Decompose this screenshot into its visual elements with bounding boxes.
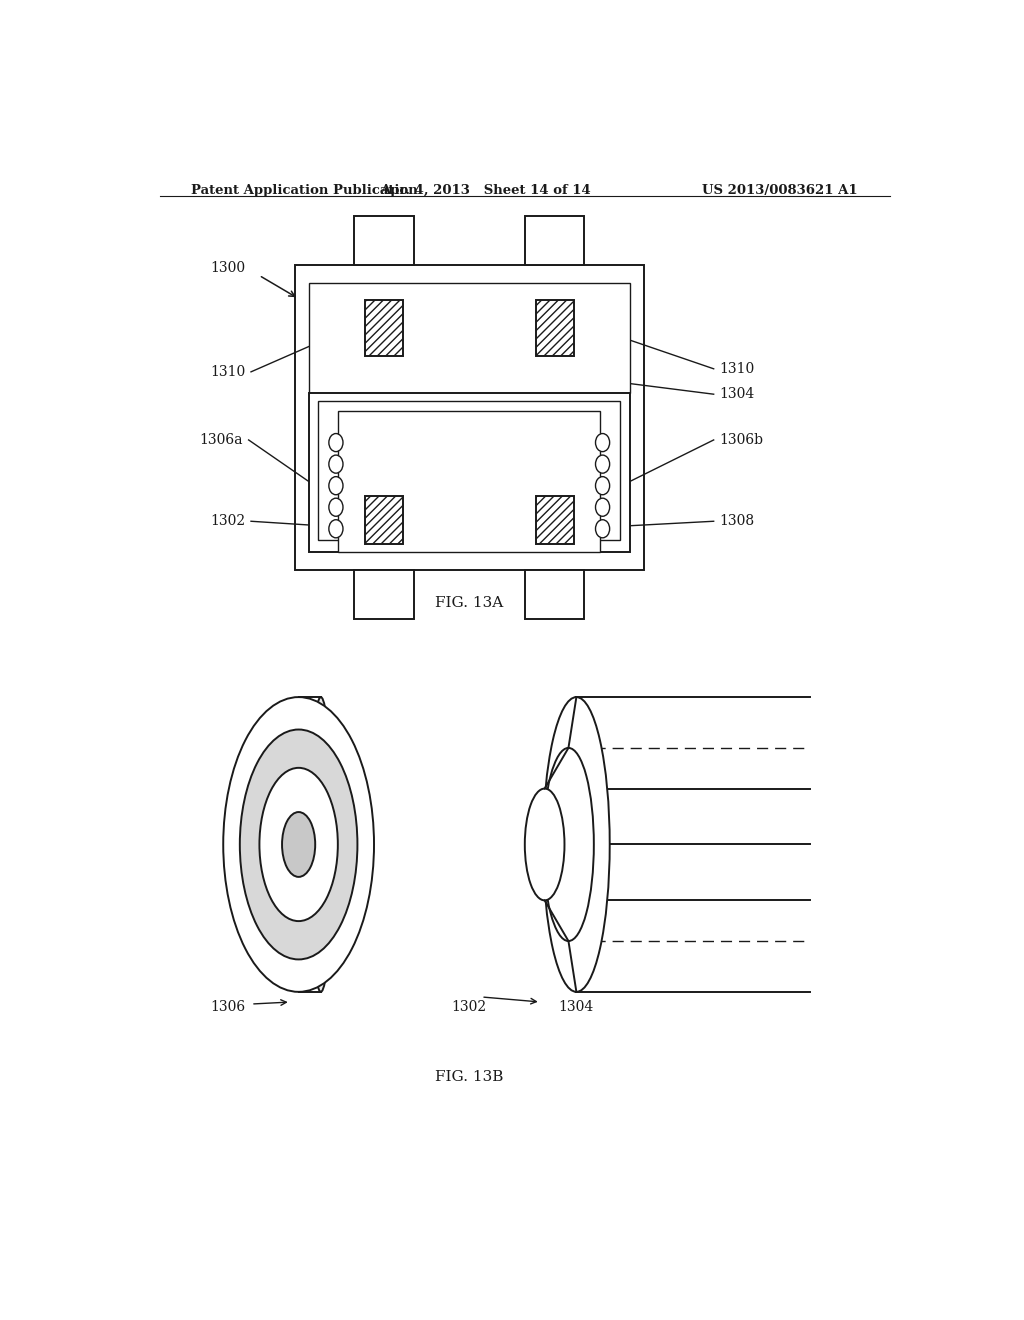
- Circle shape: [329, 520, 343, 537]
- Text: 1310: 1310: [210, 364, 246, 379]
- Text: 1310: 1310: [719, 362, 755, 376]
- Circle shape: [329, 498, 343, 516]
- Circle shape: [329, 455, 343, 473]
- Text: 1302: 1302: [210, 515, 246, 528]
- Text: Patent Application Publication: Patent Application Publication: [191, 183, 418, 197]
- Text: 1300: 1300: [210, 261, 246, 275]
- Text: 1306b: 1306b: [719, 433, 763, 447]
- Bar: [338, 412, 600, 552]
- Circle shape: [329, 433, 343, 451]
- Ellipse shape: [259, 768, 338, 921]
- Circle shape: [596, 455, 609, 473]
- Ellipse shape: [240, 730, 357, 960]
- Text: Apr. 4, 2013   Sheet 14 of 14: Apr. 4, 2013 Sheet 14 of 14: [380, 183, 591, 197]
- Ellipse shape: [543, 697, 609, 991]
- Bar: [309, 393, 630, 552]
- Circle shape: [596, 498, 609, 516]
- Ellipse shape: [543, 748, 594, 941]
- Bar: [536, 496, 573, 544]
- Text: 1304: 1304: [719, 387, 755, 401]
- Text: 1306: 1306: [210, 1001, 246, 1014]
- Circle shape: [596, 520, 609, 537]
- Ellipse shape: [223, 697, 374, 991]
- Circle shape: [329, 477, 343, 495]
- Circle shape: [596, 477, 609, 495]
- Bar: [365, 300, 403, 356]
- Text: FIG. 13A: FIG. 13A: [435, 595, 504, 610]
- Bar: [354, 216, 414, 265]
- Ellipse shape: [309, 697, 332, 991]
- Circle shape: [596, 433, 609, 451]
- Bar: [365, 496, 403, 544]
- Bar: [525, 570, 585, 619]
- Text: 1304: 1304: [559, 1001, 594, 1014]
- Text: FIG. 13B: FIG. 13B: [435, 1071, 504, 1084]
- Text: 1306a: 1306a: [200, 433, 243, 447]
- Bar: [295, 265, 644, 570]
- Bar: [525, 216, 585, 265]
- Bar: [536, 300, 573, 356]
- Ellipse shape: [524, 788, 564, 900]
- Ellipse shape: [282, 812, 315, 876]
- Text: US 2013/0083621 A1: US 2013/0083621 A1: [702, 183, 858, 197]
- Text: 1308: 1308: [719, 515, 755, 528]
- Bar: [318, 401, 621, 540]
- Bar: [309, 284, 630, 393]
- Text: 1302: 1302: [452, 1001, 486, 1014]
- Bar: [354, 570, 414, 619]
